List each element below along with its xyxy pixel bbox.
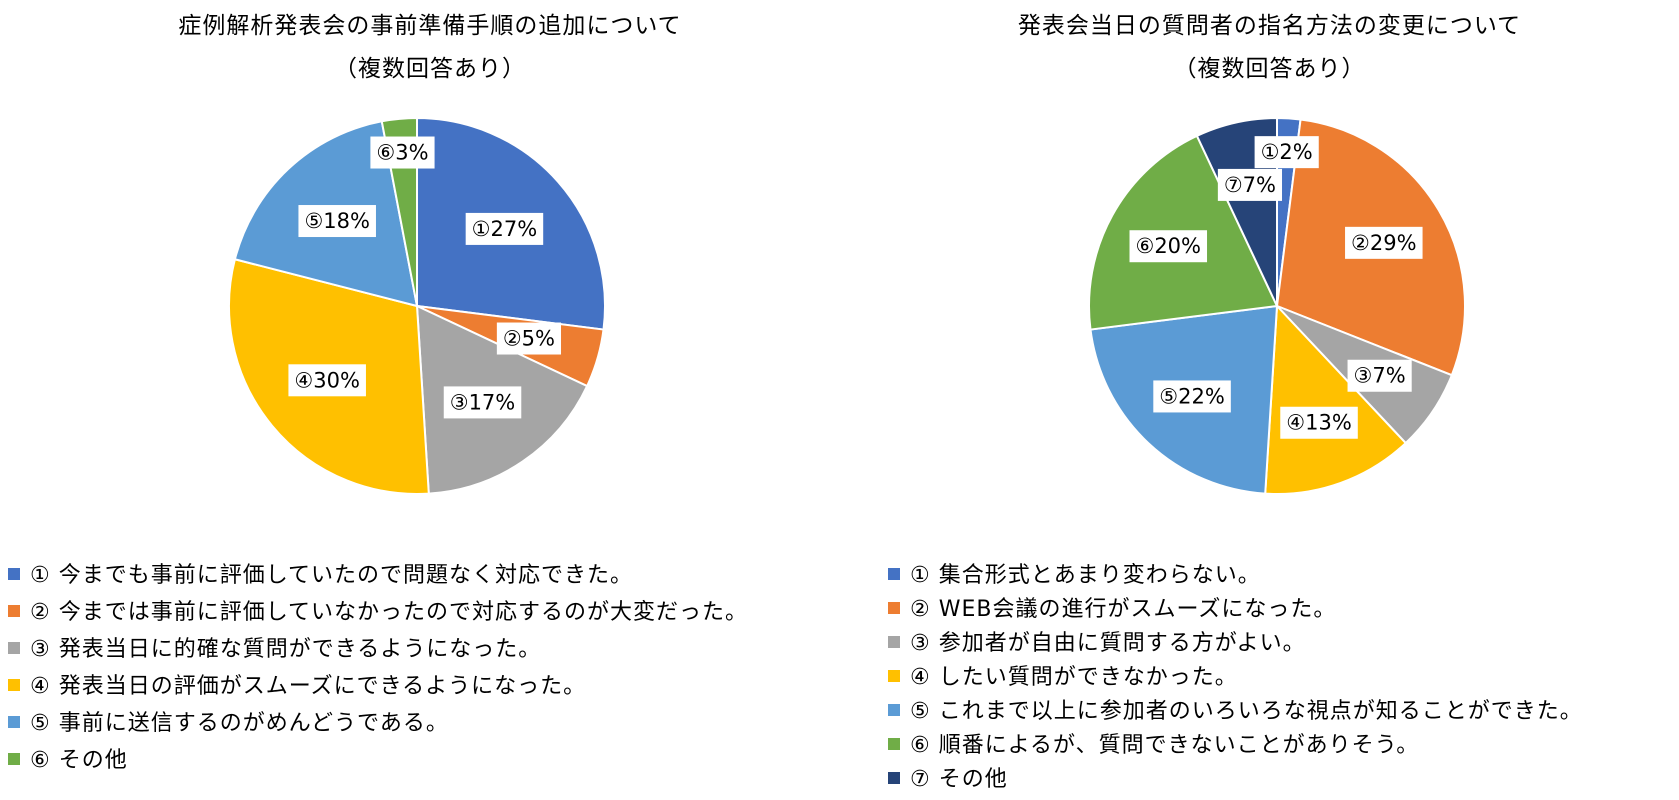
slice-label-box — [1153, 380, 1231, 413]
slice-data-label: ①2% — [1254, 136, 1319, 169]
slice-data-label: ⑤22% — [1153, 380, 1231, 413]
legend-item: ④ したい質問ができなかった。 — [888, 662, 1238, 694]
legend-swatch — [888, 704, 900, 716]
legend-swatch — [888, 738, 900, 750]
slice-data-label: ①27% — [465, 212, 544, 245]
slice-label-text: ⑥20% — [1136, 234, 1202, 258]
legend-label: ⑤ これまで以上に参加者のいろいろな視点が知ることができた。 — [910, 699, 1583, 724]
legend-label: ③ 発表当日に的確な質問ができるようになった。 — [30, 637, 542, 662]
legend-swatch — [888, 602, 900, 614]
legend-label: ② WEB会議の進行がスムーズになった。 — [910, 597, 1337, 622]
legend-label: ④ 発表当日の評価がスムーズにできるようになった。 — [30, 674, 587, 699]
legend-swatch — [888, 670, 900, 682]
legend-item: ③ 参加者が自由に質問する方がよい。 — [888, 628, 1306, 660]
slice-label-box — [1254, 136, 1319, 169]
legend-swatch — [8, 568, 20, 580]
slice-label-text: ①27% — [472, 217, 538, 241]
chart-subtitle: （複数回答あり） — [334, 56, 526, 82]
slice-label-text: ⑥3% — [376, 141, 428, 165]
slice-label-box — [298, 205, 376, 238]
legend-swatch — [888, 636, 900, 648]
legend-label: ① 今までも事前に評価していたので問題なく対応できた。 — [30, 563, 634, 588]
slice-label-text: ⑦7% — [1224, 173, 1276, 197]
slice-label-box — [1280, 406, 1358, 439]
legend-label: ⑤ 事前に送信するのがめんどうである。 — [30, 711, 449, 736]
slice-label-box — [496, 322, 562, 355]
chart-panel-left: 症例解析発表会の事前準備手順の追加について （複数回答あり） ①27% ②5% ③1… — [8, 13, 748, 777]
slice-label-text: ⑤22% — [1159, 384, 1225, 408]
legend-label: ⑥ 順番によるが、質問できないことがありそう。 — [910, 733, 1420, 758]
slice-data-label: ④30% — [288, 364, 366, 397]
chart-panel-right: 発表会当日の質問者の指名方法の変更について （複数回答あり） ①2% ②29% ③7… — [860, 0, 1679, 800]
legend-label: ③ 参加者が自由に質問する方がよい。 — [910, 631, 1306, 656]
legend-item: ⑥ その他 — [8, 745, 128, 777]
legend-item: ① 今までも事前に評価していたので問題なく対応できた。 — [8, 560, 633, 592]
slice-data-label: ⑦7% — [1217, 168, 1283, 201]
chart-title: 発表会当日の質問者の指名方法の変更について — [1017, 13, 1522, 39]
slice-label-text: ⑤18% — [304, 209, 370, 233]
legend-swatch — [8, 605, 20, 617]
slice-data-label: ③17% — [443, 386, 522, 419]
legend-swatch — [8, 642, 20, 654]
pie-chart: ①2% ②29% ③7%④13% ⑤22% ⑥20% ⑦7% — [1088, 116, 1466, 495]
chart-subtitle: （複数回答あり） — [1173, 56, 1366, 82]
slice-label-box — [370, 136, 435, 169]
legend-swatch — [888, 772, 900, 784]
slice-data-label: ②5% — [496, 322, 562, 355]
slice-data-label: ④13% — [1280, 406, 1358, 439]
chart-title: 症例解析発表会の事前準備手順の追加について — [178, 13, 682, 39]
slice-data-label: ⑤18% — [298, 205, 376, 238]
slice-label-box — [1347, 359, 1412, 392]
legend-label: ⑦ その他 — [910, 767, 1008, 792]
legend-item: ⑤ これまで以上に参加者のいろいろな視点が知ることができた。 — [888, 696, 1583, 728]
legend-item: ③ 発表当日に的確な質問ができるようになった。 — [8, 634, 541, 666]
slice-data-label: ⑥3% — [370, 136, 435, 169]
slice-data-label: ②29% — [1345, 226, 1423, 259]
slice-label-text: ④13% — [1286, 411, 1352, 435]
legend-label: ① 集合形式とあまり変わらない。 — [910, 563, 1261, 588]
legend-swatch — [8, 753, 20, 765]
slice-label-text: ②5% — [503, 327, 555, 351]
pie-slice-4 — [1264, 303, 1408, 495]
slice-label-text: ①2% — [1261, 140, 1313, 164]
legend-item: ⑥ 順番によるが、質問できないことがありそう。 — [888, 730, 1419, 762]
slice-data-label: ③7% — [1347, 359, 1412, 392]
legend-swatch — [888, 568, 900, 580]
slice-label-text: ④30% — [294, 368, 360, 392]
legend-item: ② WEB会議の進行がスムーズになった。 — [888, 594, 1336, 626]
slice-label-box — [1129, 230, 1208, 263]
pie-chart: ①27% ②5% ③17% ④30% ⑤18% ⑥3% — [228, 116, 606, 495]
slice-label-box — [288, 364, 366, 397]
legend-swatch — [8, 679, 20, 691]
legend-item: ⑦ その他 — [888, 764, 1008, 796]
slice-label-box — [1217, 168, 1283, 201]
legend-swatch — [8, 716, 20, 728]
slice-label-text: ②29% — [1351, 231, 1417, 255]
slice-label-box — [443, 386, 522, 419]
slice-label-text: ③7% — [1354, 364, 1406, 388]
legend-label: ④ したい質問ができなかった。 — [910, 665, 1238, 690]
legend-item: ① 集合形式とあまり変わらない。 — [888, 560, 1261, 592]
legend-item: ⑤ 事前に送信するのがめんどうである。 — [8, 708, 449, 740]
slice-label-box — [465, 212, 544, 245]
legend-item: ④ 発表当日の評価がスムーズにできるようになった。 — [8, 671, 586, 703]
legend-label: ② 今までは事前に評価していなかったので対応するのが大変だった。 — [30, 600, 749, 625]
slice-label-box — [1345, 226, 1423, 259]
slice-data-label: ⑥20% — [1129, 230, 1208, 263]
slice-label-text: ③17% — [450, 390, 516, 414]
legend-label: ⑥ その他 — [30, 748, 128, 773]
legend-item: ② 今までは事前に評価していなかったので対応するのが大変だった。 — [8, 597, 748, 629]
